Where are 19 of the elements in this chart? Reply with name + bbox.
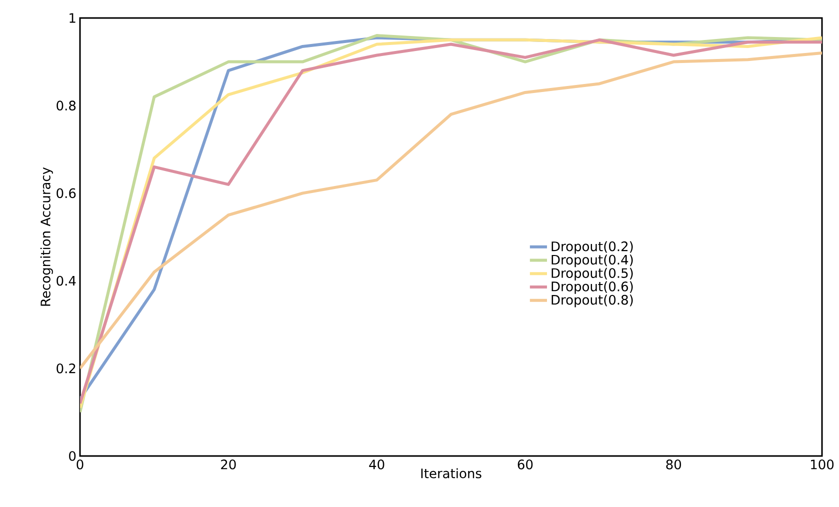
y-tick-label: 0.4 — [56, 276, 76, 286]
y-axis-title: Recognition Accuracy — [40, 167, 53, 306]
y-tick-label: 0.6 — [56, 188, 76, 198]
x-tick-label: 100 — [811, 460, 834, 470]
y-tick-label: 0 — [69, 451, 76, 461]
legend-label: Dropout(0.5) — [552, 268, 633, 280]
y-tick-label: 0.2 — [56, 363, 76, 374]
x-tick-label: 80 — [666, 460, 682, 470]
legend-label: Dropout(0.6) — [552, 281, 633, 294]
y-tick-label: 1 — [70, 13, 76, 23]
y-tick-label: 0.8 — [56, 100, 76, 111]
x-tick-label: 60 — [518, 460, 533, 470]
x-tick-label: 20 — [221, 460, 236, 470]
legend-label: Dropout(0.8) — [552, 294, 633, 308]
legend-label: Dropout(0.4) — [552, 254, 633, 268]
legend-label: Dropout(0.2) — [552, 241, 633, 254]
x-tick-label: 40 — [369, 460, 384, 470]
x-axis-title: Iterations — [421, 468, 482, 478]
x-tick-label: 0 — [76, 460, 84, 470]
